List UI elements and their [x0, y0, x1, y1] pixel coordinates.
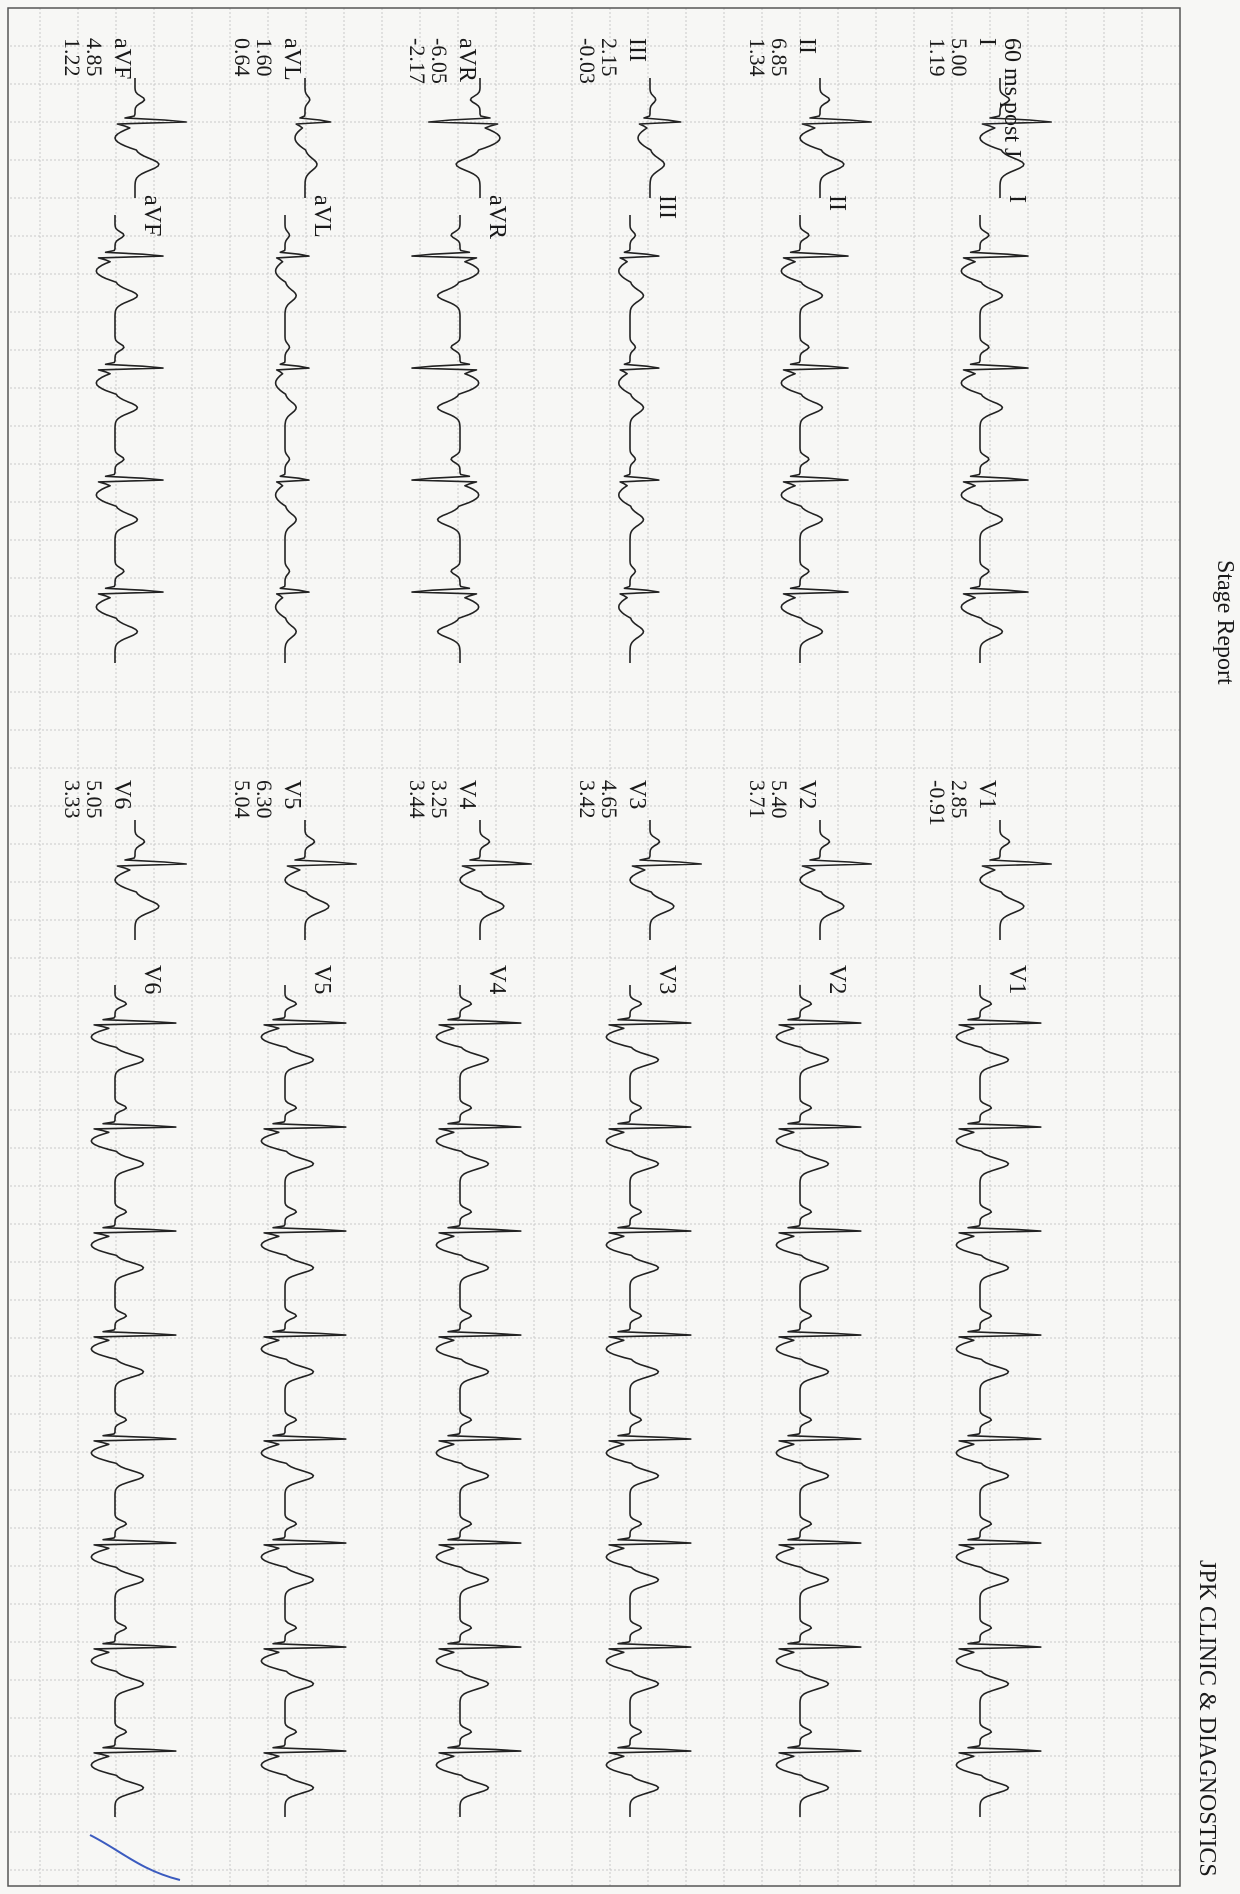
lead-value: 5.04 [230, 780, 255, 819]
ecg-trace [435, 985, 522, 1817]
strip-label: V2 [824, 965, 850, 994]
ecg-trace [960, 215, 1029, 663]
ecg-trace [114, 78, 188, 198]
ecg-trace [114, 820, 188, 940]
ecg-trace [459, 820, 532, 940]
strip-label: V5 [309, 965, 335, 994]
lead-value: 4.85 [82, 38, 107, 77]
grid [8, 7, 1181, 1886]
lead-value: 4.65 [597, 780, 622, 819]
clinic-name: JPK CLINIC & DIAGNOSTICS [1194, 1560, 1220, 1877]
ecg-trace [605, 985, 692, 1817]
lead-label: I [974, 38, 1000, 46]
ecg-trace [284, 820, 358, 940]
lead-value: 1.22 [60, 38, 85, 77]
frame [7, 7, 1181, 1887]
strip-label: III [654, 195, 680, 219]
ecg-trace [955, 985, 1042, 1817]
lead-label: aVL [279, 38, 305, 81]
lead-label: V5 [279, 780, 305, 809]
lead-value: 3.71 [745, 780, 770, 819]
lead-label: V2 [794, 780, 820, 809]
strip-label: aVR [484, 195, 510, 239]
measure-point: 60 ms post J [999, 38, 1025, 157]
lead-label: V6 [109, 780, 135, 809]
lead-value: 5.05 [82, 780, 107, 819]
lead-label: III [624, 38, 650, 62]
ecg-trace [637, 78, 682, 198]
ecg-trace [979, 78, 1052, 198]
lead-value: 1.60 [252, 38, 277, 77]
strip-label: aVF [139, 195, 165, 236]
strip-label: V4 [484, 965, 510, 994]
ecg-trace [90, 985, 177, 1817]
lead-label: II [794, 38, 820, 54]
strip-label: I [1004, 195, 1030, 203]
lead-value: 3.42 [575, 780, 600, 819]
ecg-trace [618, 215, 660, 663]
lead-label: V1 [974, 780, 1000, 809]
lead-value: 5.00 [947, 38, 972, 77]
ecg-trace [780, 215, 849, 663]
ecg-trace [274, 215, 310, 663]
lead-value: -0.91 [925, 780, 950, 826]
lead-value: 6.85 [767, 38, 792, 77]
ecg-trace [629, 820, 702, 940]
lead-value: -0.03 [575, 38, 600, 84]
lead-value: 2.15 [597, 38, 622, 77]
strip-label: aVL [309, 195, 335, 238]
lead-value: 0.64 [230, 38, 255, 77]
pen-mark [89, 1834, 181, 1881]
lead-value: 3.44 [405, 780, 430, 819]
lead-value: 3.25 [427, 780, 452, 819]
ecg-trace [294, 78, 332, 198]
lead-value: 1.34 [745, 38, 770, 77]
lead-value: -6.05 [427, 38, 452, 84]
strip-label: V3 [654, 965, 680, 994]
strip-label: II [824, 195, 850, 211]
lead-label: V3 [624, 780, 650, 809]
ecg-trace [95, 215, 164, 663]
lead-label: aVR [454, 38, 480, 82]
lead-value: 1.19 [925, 38, 950, 77]
lead-label: V4 [454, 780, 480, 809]
ecg-trace [427, 78, 501, 198]
lead-value: 5.40 [767, 780, 792, 819]
strip-label: V1 [1004, 965, 1030, 994]
ecg-trace [775, 985, 862, 1817]
lead-value: 6.30 [252, 780, 277, 819]
lead-value: -2.17 [405, 38, 430, 84]
ecg-trace [799, 820, 872, 940]
ecg-trace [979, 820, 1052, 940]
ecg-trace [411, 215, 480, 663]
lead-value: 3.33 [60, 780, 85, 819]
lead-label: aVF [109, 38, 135, 79]
strip-label: V6 [139, 965, 165, 994]
ecg-trace [260, 985, 347, 1817]
report-title: Stage Report [1212, 560, 1238, 685]
lead-value: 2.85 [947, 780, 972, 819]
ecg-trace [799, 78, 872, 198]
